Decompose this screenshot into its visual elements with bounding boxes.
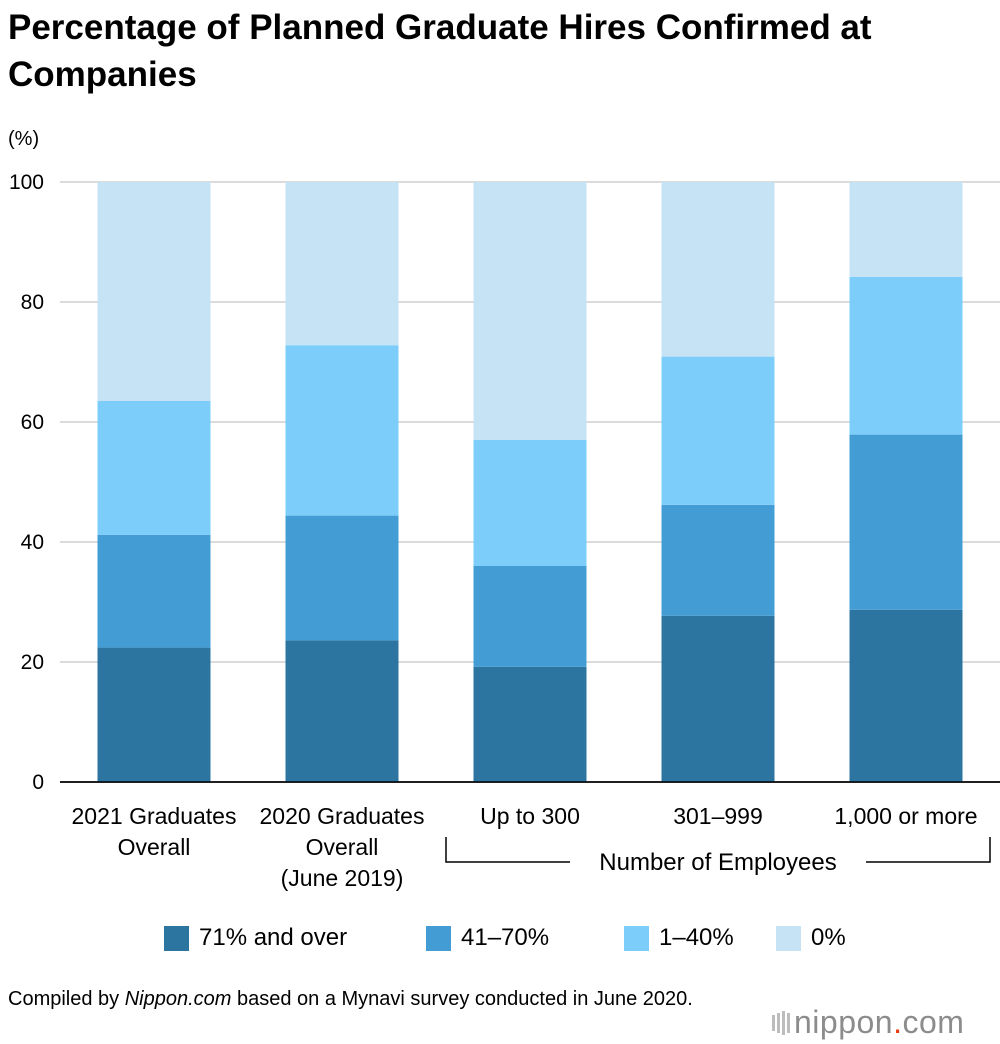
bar-segment [285, 182, 399, 346]
x-tick-label: Overall [118, 834, 191, 860]
undefined [445, 837, 991, 863]
chart-legend: 71% and over 41–70% 1–40% 0% [0, 924, 1000, 960]
x-tick-label: Up to 300 [480, 803, 580, 829]
brand-dot: . [893, 1004, 903, 1040]
chart-title: Percentage of Planned Graduate Hires Con… [8, 8, 872, 94]
legend-item: 0% [776, 924, 846, 952]
y-tick-label: 40 [21, 531, 44, 554]
legend-label: 0% [811, 924, 846, 951]
x-tick-label: Overall [306, 834, 379, 860]
x-tick-label: 2021 Graduates [72, 803, 237, 829]
bar-segment [849, 182, 963, 277]
bar-segment [97, 534, 211, 648]
y-axis-unit-label: (%) [8, 128, 40, 150]
x-tick-label: 1,000 or more [834, 803, 977, 829]
bar-segment [285, 640, 399, 782]
bar-segment [473, 182, 587, 440]
bar-segment [473, 666, 587, 782]
legend-item: 71% and over [164, 924, 347, 952]
y-tick-label: 20 [21, 651, 44, 674]
legend-item: 1–40% [624, 924, 734, 952]
bar-segment [849, 434, 963, 610]
employees-bracket-label: Number of Employees [599, 849, 836, 876]
legend-label: 1–40% [659, 924, 734, 951]
bar-segment [661, 356, 775, 505]
nippon-logo-icon [772, 1011, 790, 1035]
bar-segment [285, 345, 399, 516]
bar-segment [849, 609, 963, 782]
source-publisher: Nippon.com [124, 988, 232, 1010]
y-tick-label: 60 [21, 411, 44, 434]
y-tick-label: 0 [32, 771, 44, 794]
y-tick-label: 80 [21, 291, 44, 314]
bar-segment [97, 647, 211, 782]
bar-segment [849, 276, 963, 435]
x-tick-label: 301–999 [673, 803, 763, 829]
legend-label: 41–70% [461, 924, 550, 951]
brand-name: nippon [794, 1004, 894, 1040]
legend-swatch [776, 925, 801, 951]
bar-segment [473, 440, 587, 566]
legend-label: 71% and over [199, 924, 348, 951]
brand-tld: com [902, 1004, 965, 1040]
bar-segment [473, 566, 587, 667]
stacked-bar-chart: 0 20 40 60 80 100 2021 Graduates Overall 2020 Gr… [9, 171, 1000, 891]
bar-segment [285, 515, 399, 641]
source-note: Compiled by Nippon.com based on a Mynavi… [8, 986, 768, 1012]
legend-swatch [164, 925, 189, 951]
x-tick-label: 2020 Graduates [260, 803, 425, 829]
legend-swatch [624, 925, 649, 951]
source-suffix: based on a Mynavi survey conducted in Ju… [231, 988, 693, 1010]
bar-segment [661, 615, 775, 782]
legend-swatch [426, 925, 451, 951]
bar-segment [97, 182, 211, 401]
y-tick-label: 100 [9, 171, 44, 194]
bar-segment [661, 182, 775, 357]
bar-segment [661, 504, 775, 616]
bar-segment [97, 401, 211, 535]
legend-item: 41–70% [426, 924, 549, 952]
source-prefix: Compiled by [8, 988, 125, 1010]
nippon-logo: nippon.com [772, 1004, 964, 1041]
x-tick-label: (June 2019) [281, 865, 404, 891]
